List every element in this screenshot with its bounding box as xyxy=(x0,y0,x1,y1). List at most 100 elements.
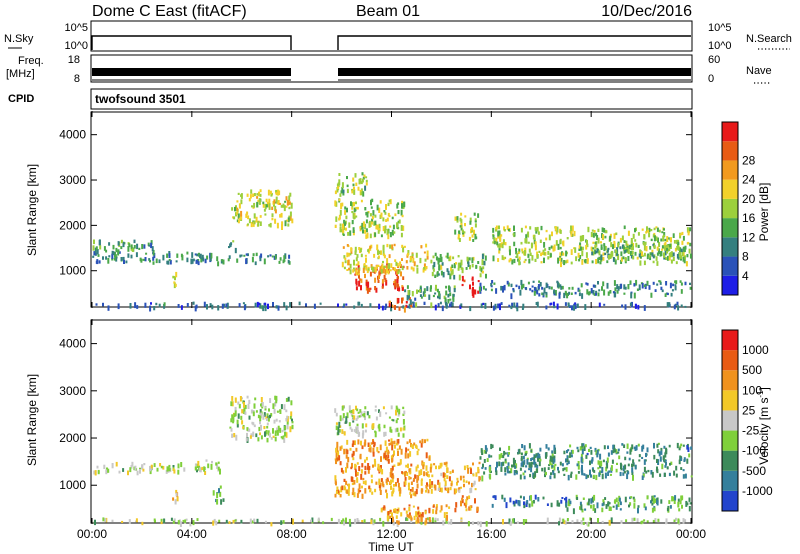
echo-cell-0-2 xyxy=(92,245,95,251)
cpid-label: CPID xyxy=(8,93,34,105)
echo-cell-0-17 xyxy=(584,259,587,264)
echo-cell-0-3 xyxy=(173,281,176,284)
echo-cell-1-11 xyxy=(678,447,681,451)
echo-cell-1-6 xyxy=(378,426,381,432)
echo-cell-0-15 xyxy=(474,220,477,223)
echo-cell-0-17 xyxy=(613,242,616,248)
echo-cell-0-0 xyxy=(186,303,189,307)
echo-cell-0-10 xyxy=(393,267,396,272)
echo-cell-0-7 xyxy=(359,226,362,229)
echo-cell-0-0 xyxy=(289,302,292,308)
echo-cell-0-16 xyxy=(532,280,535,283)
echo-cell-1-11 xyxy=(569,444,572,448)
echo-cell-0-17 xyxy=(543,252,546,256)
echo-cell-0-17 xyxy=(579,242,582,247)
echo-cell-1-11 xyxy=(552,470,555,475)
echo-cell-1-5 xyxy=(283,437,286,443)
echo-cell-1-6 xyxy=(361,423,364,429)
echo-cell-1-13 xyxy=(688,497,691,502)
echo-cell-0-15 xyxy=(458,230,461,233)
echo-cell-0-18 xyxy=(609,290,612,294)
echo-cell-1-13 xyxy=(653,507,656,512)
echo-cell-1-0 xyxy=(121,520,124,523)
echo-cell-1-1 xyxy=(160,465,163,469)
echo-cell-0-17 xyxy=(573,247,576,250)
echo-cell-0-17 xyxy=(570,249,573,255)
echo-cell-0-17 xyxy=(550,245,553,249)
echo-cell-1-11 xyxy=(481,475,484,482)
echo-cell-1-7 xyxy=(391,444,394,451)
echo-cell-1-13 xyxy=(660,499,663,504)
echo-cell-0-11 xyxy=(405,304,408,308)
echo-cell-1-11 xyxy=(595,474,598,481)
echo-cell-1-9 xyxy=(458,489,461,493)
echo-cell-0-18 xyxy=(641,282,644,289)
echo-cell-1-5 xyxy=(246,432,248,439)
echo-cell-0-7 xyxy=(362,229,364,234)
echo-cell-0-0 xyxy=(434,304,437,311)
echo-cell-1-7 xyxy=(356,477,359,480)
echo-cell-0-10 xyxy=(383,253,386,257)
echo-cell-0-17 xyxy=(649,255,652,261)
echo-cell-0-0 xyxy=(283,302,286,307)
echo-cell-1-13 xyxy=(656,497,659,503)
echo-cell-0-16 xyxy=(478,286,481,292)
echo-cell-0-19 xyxy=(632,245,634,251)
echo-cell-1-11 xyxy=(686,445,689,450)
xtick-label: 08:00 xyxy=(277,527,307,541)
echo-cell-1-0 xyxy=(354,518,357,525)
echo-cell-1-7 xyxy=(421,438,424,444)
echo-cell-1-7 xyxy=(352,487,355,493)
echo-cell-1-5 xyxy=(250,433,253,437)
echo-cell-1-6 xyxy=(337,430,340,435)
echo-cell-0-17 xyxy=(605,230,608,234)
echo-cell-0-7 xyxy=(353,207,356,213)
echo-cell-1-0 xyxy=(426,517,429,520)
echo-cell-1-11 xyxy=(610,450,613,455)
colorbar-swatch xyxy=(722,370,738,391)
echo-cell-0-0 xyxy=(469,306,472,312)
echo-cell-0-17 xyxy=(524,225,527,229)
echo-cell-0-16 xyxy=(541,292,544,296)
echo-cell-0-6 xyxy=(287,217,290,223)
echo-cell-0-2 xyxy=(133,239,136,244)
echo-cell-0-19 xyxy=(598,256,601,260)
echo-cell-0-0 xyxy=(402,305,405,309)
echo-cell-0-9 xyxy=(355,286,358,291)
echo-cell-1-13 xyxy=(685,500,688,507)
echo-cell-0-7 xyxy=(401,214,404,218)
echo-cell-0-0 xyxy=(567,303,570,308)
echo-cell-1-8 xyxy=(435,506,438,511)
nsky-trace-2 xyxy=(337,35,691,50)
echo-cell-1-1 xyxy=(134,465,137,471)
nsearch-label: N.Search xyxy=(746,33,792,45)
echo-cell-0-13 xyxy=(467,261,470,267)
echo-cell-0-16 xyxy=(490,282,493,287)
echo-cell-0-10 xyxy=(377,249,379,255)
echo-cell-1-11 xyxy=(490,455,493,458)
echo-cell-1-2 xyxy=(176,496,179,502)
echo-cell-0-17 xyxy=(602,234,605,240)
echo-cell-0-13 xyxy=(482,266,485,270)
echo-cell-0-9 xyxy=(397,287,399,291)
echo-cell-0-17 xyxy=(661,248,664,251)
echo-cell-1-9 xyxy=(445,488,448,491)
echo-cell-0-18 xyxy=(643,284,646,288)
echo-cell-1-7 xyxy=(386,482,389,486)
colorbar-tick-label: 500 xyxy=(742,363,762,377)
echo-cell-1-11 xyxy=(645,452,647,458)
echo-cell-0-17 xyxy=(629,251,632,256)
echo-cell-1-11 xyxy=(638,454,641,458)
echo-cell-0-18 xyxy=(656,283,659,286)
echo-cell-0-13 xyxy=(460,259,463,266)
echo-cell-1-11 xyxy=(646,447,649,453)
echo-cell-1-3 xyxy=(215,462,218,466)
echo-cell-0-6 xyxy=(276,201,279,205)
echo-cell-0-13 xyxy=(450,266,453,272)
echo-cell-0-10 xyxy=(360,253,363,258)
echo-cell-1-9 xyxy=(443,477,446,482)
colorbar-tick-label: 12 xyxy=(742,230,756,244)
echo-cell-1-9 xyxy=(471,482,473,488)
echo-cell-1-6 xyxy=(379,411,382,417)
echo-cell-1-6 xyxy=(364,429,367,433)
